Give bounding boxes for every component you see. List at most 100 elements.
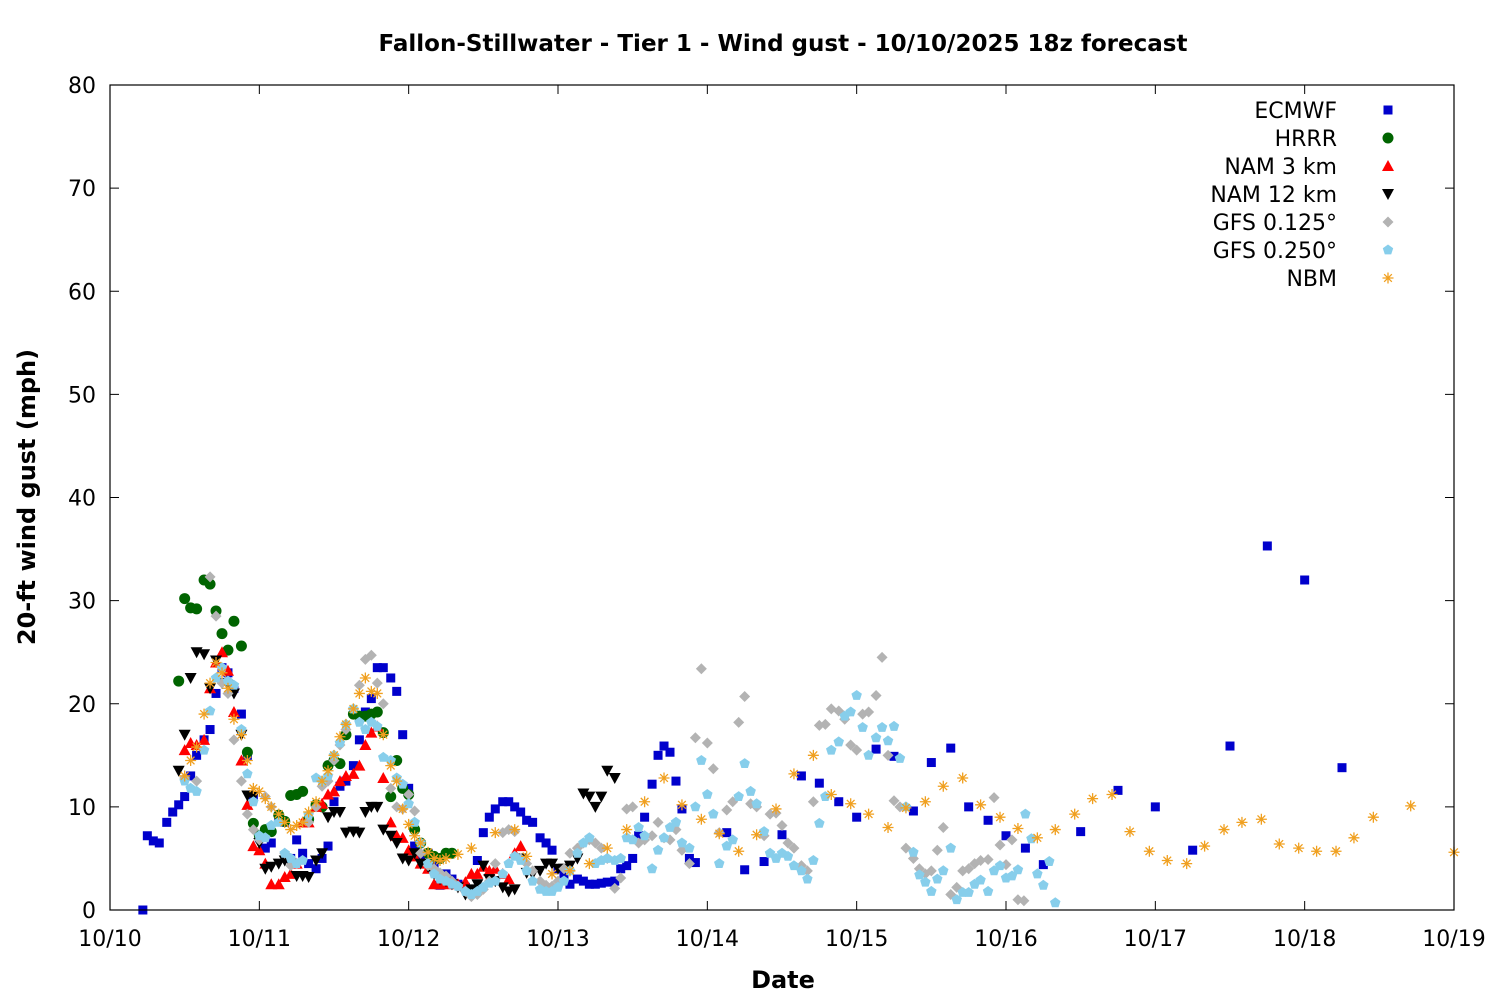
data-point [339,827,352,839]
data-point [185,754,197,766]
data-point [503,858,514,868]
data-point [502,873,515,885]
data-point [285,852,296,863]
data-point [521,865,532,876]
data-point [975,799,987,811]
data-point [595,791,608,803]
data-point [658,832,670,843]
legend-marker [1382,216,1394,228]
data-point [347,703,359,715]
data-point [333,775,346,787]
data-point [926,885,937,896]
data-point [1348,832,1360,844]
data-point [191,603,203,615]
data-point [683,858,695,870]
data-point [796,771,806,781]
data-point [452,848,464,860]
y-tick-label: 70 [68,177,96,202]
data-point [222,682,234,694]
data-point [702,789,713,799]
data-point [951,894,962,905]
data-point [316,848,329,860]
data-point [516,807,526,817]
data-point [583,791,596,803]
data-point [227,706,240,717]
data-point [982,853,994,865]
data-point [572,847,583,858]
data-point [410,841,420,851]
data-point [440,852,452,864]
data-point [914,869,925,880]
data-point [360,724,371,734]
data-point [322,812,335,824]
data-point [670,816,682,827]
data-point [178,729,191,741]
data-point [926,758,936,768]
x-tick-label: 10/10 [78,927,141,952]
data-point [303,806,315,818]
data-point [241,808,253,820]
data-point [564,865,576,877]
data-point [228,679,240,690]
data-point [348,761,358,771]
data-point [359,807,372,819]
data-point [602,877,612,887]
x-tick-label: 10/19 [1422,927,1485,952]
data-point [365,685,377,697]
data-point [377,772,390,783]
data-point [695,663,707,675]
data-point [751,829,763,841]
legend-label: HRRR [1275,127,1337,152]
data-point [409,830,421,842]
data-point [758,826,770,837]
data-point [808,855,819,865]
data-point [646,830,658,842]
data-point [627,801,639,813]
data-point [1143,845,1155,857]
data-point [385,782,397,794]
data-point [359,739,372,750]
data-point [627,834,638,845]
data-point [640,812,650,822]
data-point [876,651,888,663]
data-point [278,871,291,882]
y-tick-label: 80 [68,74,96,99]
data-point [353,679,365,691]
data-point [353,759,366,771]
x-tick-label: 10/11 [228,927,291,952]
data-point [634,831,644,841]
data-point [279,847,290,858]
data-point [142,831,152,841]
x-tick-label: 10/12 [377,927,440,952]
data-point [371,706,383,718]
data-point [377,698,389,710]
data-point [610,876,620,886]
data-point [1300,575,1310,585]
data-point [377,729,389,741]
data-point [751,798,762,809]
data-point [204,578,216,590]
data-point [178,744,191,756]
data-point [833,736,844,747]
data-point [1012,823,1024,835]
data-point [216,667,228,679]
data-point [354,716,365,727]
data-point [994,839,1006,851]
data-point [621,824,633,836]
data-point [696,755,707,765]
data-point [845,706,856,717]
legend-marker [1382,272,1394,284]
data-point [615,852,626,863]
data-point [777,830,787,840]
data-point [310,796,322,808]
data-point [179,770,191,782]
data-point [228,734,240,746]
data-point [584,832,595,843]
data-points [138,541,1460,915]
data-point [333,807,346,819]
data-point [384,830,397,842]
data-point [265,861,278,873]
data-point [285,824,297,836]
data-point [179,593,191,605]
data-point [266,819,277,830]
